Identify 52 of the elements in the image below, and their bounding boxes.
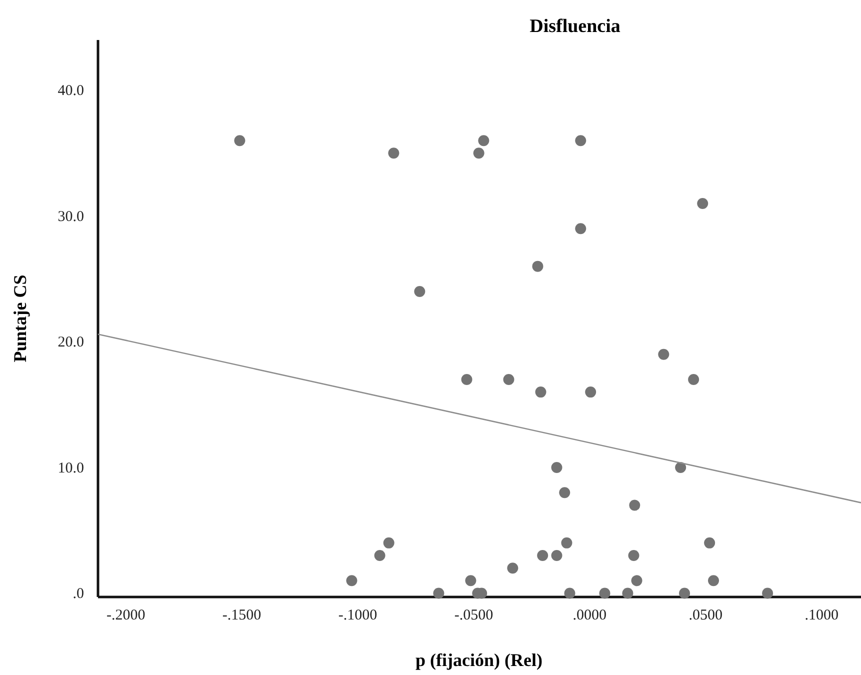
point [346,575,358,586]
y-tick-label: 40.0 [58,83,84,100]
point [503,374,514,385]
point [532,260,544,272]
point [675,462,686,473]
point [631,575,642,586]
point [628,550,640,561]
y-tick-label: 30.0 [58,208,84,225]
point [564,588,576,599]
point [762,588,774,599]
point [234,135,246,146]
point [704,537,716,548]
y-tick-label: 20.0 [58,334,84,351]
point [551,462,562,473]
point [622,588,634,599]
x-tick-label: -.1000 [338,608,378,624]
point [414,286,426,297]
point [688,374,700,385]
x-tick-label: .1000 [804,608,838,624]
x-axis-title: p (fijación) (Rel) [416,650,542,670]
point [461,374,472,385]
chart-title: Disfluencia [530,16,621,37]
point [433,588,444,599]
point [575,135,586,146]
point [473,148,484,159]
point [561,537,572,548]
point [535,386,546,398]
point [679,588,690,599]
y-tick-label: 10.0 [58,460,84,476]
x-tick-label: .0000 [572,608,607,624]
point [559,487,570,498]
point [599,588,610,599]
y-axis-title: Puntaje CS [10,274,30,362]
x-tick-label: -.1500 [222,608,262,624]
point [697,198,708,209]
point [388,148,400,159]
point [551,550,562,561]
x-tick-label: .0500 [688,608,722,624]
point [478,135,490,146]
point [629,500,640,511]
point [507,562,518,574]
point [575,223,586,234]
y-tick-label: .0 [72,586,84,602]
point [465,575,476,586]
point [383,537,394,548]
point [374,550,386,561]
point [585,386,596,398]
point [658,348,670,360]
point [537,550,548,561]
x-tick-label: -.2000 [106,608,146,624]
point [708,575,719,586]
x-tick-label: -.0500 [454,608,494,624]
